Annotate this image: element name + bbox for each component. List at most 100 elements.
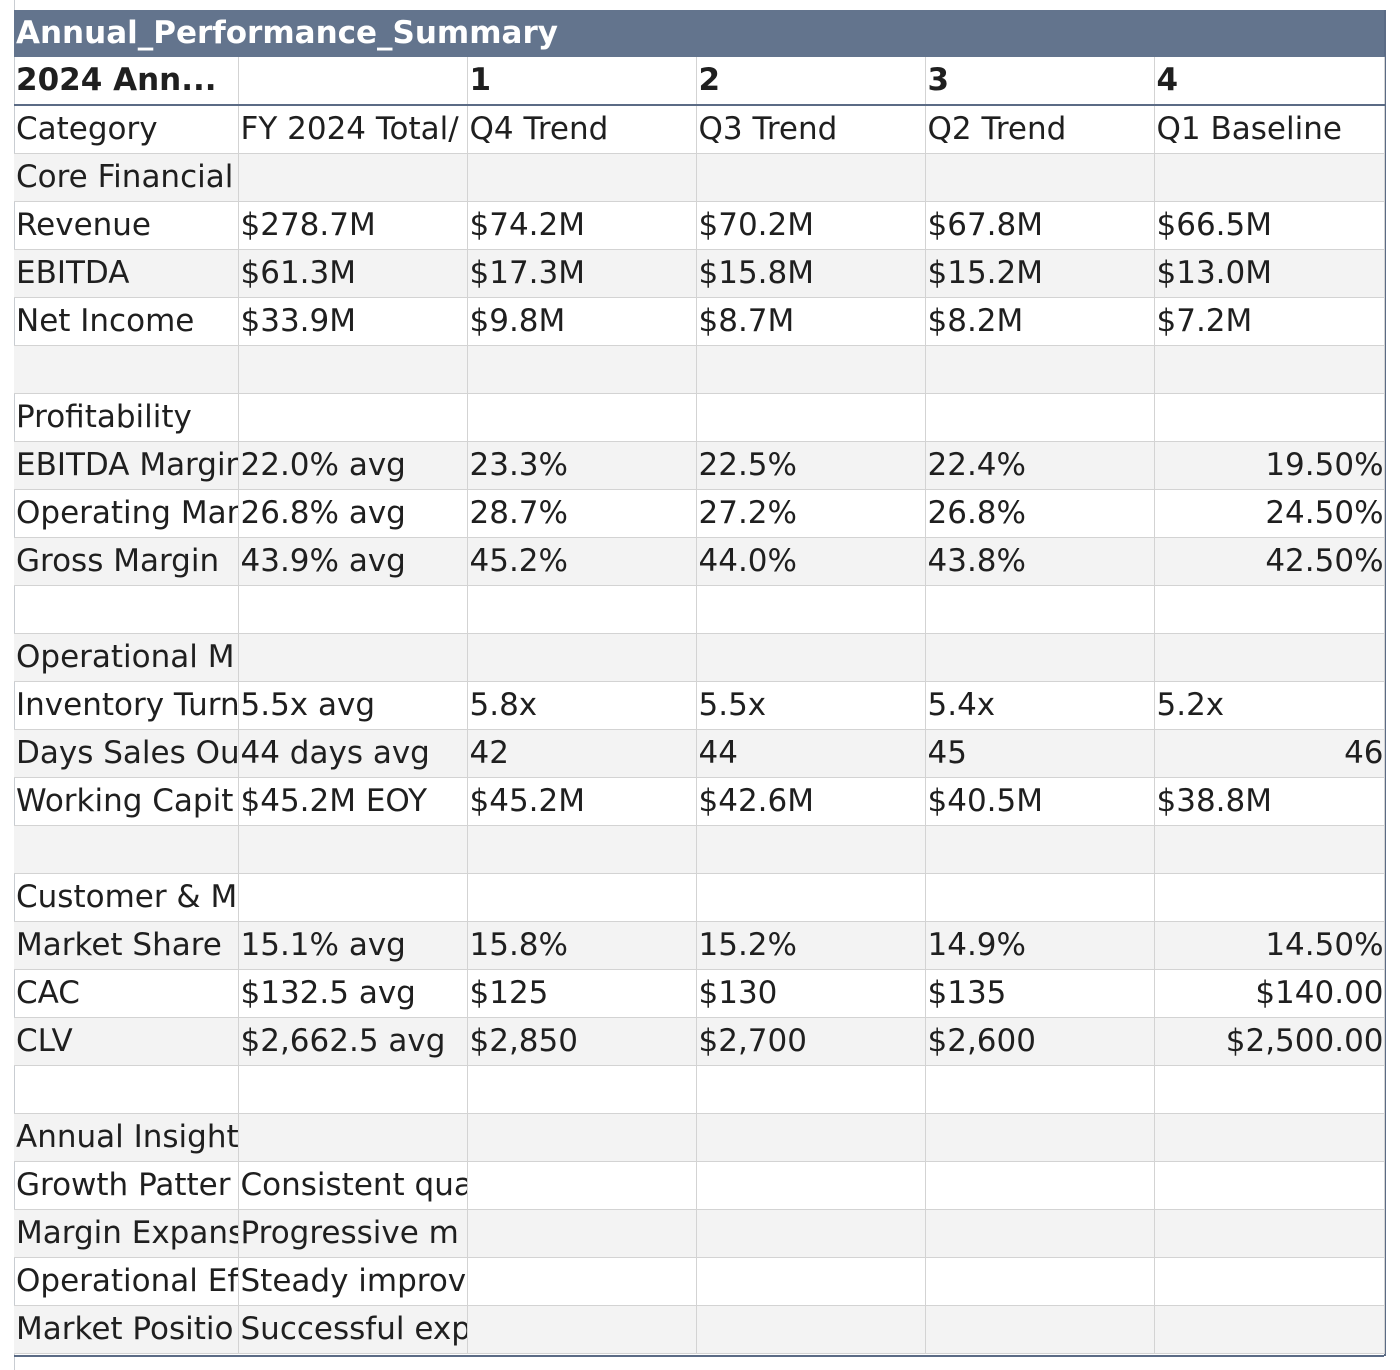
row-label-cell[interactable]: Growth Patter [14,1161,239,1210]
table-cell[interactable]: 23.3% [467,441,697,490]
table-cell[interactable] [696,633,926,682]
table-cell[interactable]: 14.9% [925,921,1155,970]
table-cell[interactable]: $74.2M [467,201,697,250]
table-cell[interactable] [1154,825,1385,874]
table-cell[interactable] [925,1257,1155,1306]
table-cell[interactable]: FY 2024 Total/ [238,105,468,154]
table-cell[interactable]: $70.2M [696,201,926,250]
table-cell[interactable]: $17.3M [467,249,697,298]
table-cell[interactable]: $42.6M [696,777,926,826]
table-cell[interactable] [238,1113,468,1162]
table-cell[interactable] [1154,1305,1385,1354]
header-cell[interactable] [238,56,468,106]
table-cell[interactable] [925,1305,1155,1354]
table-cell[interactable]: $33.9M [238,297,468,346]
table-cell[interactable]: $8.7M [696,297,926,346]
table-cell[interactable]: $2,700 [696,1017,926,1066]
table-cell[interactable] [1154,633,1385,682]
row-label-cell[interactable]: EBITDA [14,249,239,298]
table-cell[interactable]: 19.50% [1154,441,1385,490]
row-label-cell[interactable]: CLV [14,1017,239,1066]
table-cell[interactable]: $40.5M [925,777,1155,826]
table-cell[interactable]: 46 [1154,729,1385,778]
table-cell[interactable] [1154,873,1385,922]
table-cell[interactable] [925,393,1155,442]
row-label-cell[interactable] [14,1065,239,1114]
table-cell[interactable]: 28.7% [467,489,697,538]
table-cell[interactable] [467,633,697,682]
row-label-cell[interactable]: Inventory Turn [14,681,239,730]
row-label-cell[interactable]: Revenue [14,201,239,250]
table-cell[interactable] [467,345,697,394]
table-cell[interactable] [925,873,1155,922]
table-cell[interactable] [696,873,926,922]
table-cell[interactable]: Steady improv [238,1257,468,1306]
table-cell[interactable] [1154,345,1385,394]
table-cell[interactable]: 5.2x [1154,681,1385,730]
table-cell[interactable]: $15.2M [925,249,1155,298]
table-cell[interactable]: 22.4% [925,441,1155,490]
row-label-cell[interactable]: Working Capit [14,777,239,826]
table-cell[interactable]: $66.5M [1154,201,1385,250]
table-cell[interactable] [1154,393,1385,442]
row-label-cell[interactable]: Annual Insight [14,1113,239,1162]
table-cell[interactable]: 5.8x [467,681,697,730]
table-cell[interactable]: 15.2% [696,921,926,970]
table-cell[interactable] [696,1065,926,1114]
table-cell[interactable]: $135 [925,969,1155,1018]
row-label-cell[interactable]: Market Positio [14,1305,239,1354]
table-cell[interactable] [238,585,468,634]
table-cell[interactable] [1154,585,1385,634]
table-cell[interactable]: 44 days avg [238,729,468,778]
table-cell[interactable] [925,633,1155,682]
table-title[interactable]: Annual_Performance_Summary [14,10,1385,57]
table-cell[interactable] [1154,1209,1385,1258]
table-cell[interactable] [925,345,1155,394]
header-cell[interactable]: 3 [925,56,1155,106]
table-cell[interactable] [1154,1257,1385,1306]
table-cell[interactable]: $45.2M EOY [238,777,468,826]
table-cell[interactable]: $15.8M [696,249,926,298]
table-cell[interactable]: 5.5x [696,681,926,730]
table-cell[interactable] [925,1065,1155,1114]
table-cell[interactable]: 43.9% avg [238,537,468,586]
table-cell[interactable]: 27.2% [696,489,926,538]
row-label-cell[interactable]: Profitability [14,393,239,442]
table-cell[interactable] [696,585,926,634]
table-cell[interactable] [238,1065,468,1114]
table-cell[interactable]: Consistent qua [238,1161,468,1210]
row-label-cell[interactable]: Net Income [14,297,239,346]
table-cell[interactable]: $13.0M [1154,249,1385,298]
table-cell[interactable]: $45.2M [467,777,697,826]
row-label-cell[interactable]: Operating Mar [14,489,239,538]
table-cell[interactable]: 15.8% [467,921,697,970]
table-cell[interactable]: $38.8M [1154,777,1385,826]
table-cell[interactable] [238,633,468,682]
table-cell[interactable]: $2,600 [925,1017,1155,1066]
table-cell[interactable]: 44 [696,729,926,778]
table-cell[interactable] [696,825,926,874]
header-cell[interactable]: 4 [1154,56,1385,106]
row-label-cell[interactable]: Category [14,105,239,154]
table-cell[interactable]: Progressive m [238,1209,468,1258]
row-label-cell[interactable]: Operational Ef [14,1257,239,1306]
table-cell[interactable]: 5.4x [925,681,1155,730]
row-label-cell[interactable] [14,585,239,634]
table-cell[interactable]: $2,850 [467,1017,697,1066]
table-cell[interactable]: Q4 Trend [467,105,697,154]
table-cell[interactable]: $2,500.00 [1154,1017,1385,1066]
table-cell[interactable] [467,153,697,202]
table-cell[interactable]: $130 [696,969,926,1018]
table-cell[interactable]: 42 [467,729,697,778]
row-label-cell[interactable]: Margin Expans [14,1209,239,1258]
table-cell[interactable]: $8.2M [925,297,1155,346]
header-cell[interactable]: 2024 Ann... [14,56,239,106]
table-cell[interactable]: $2,662.5 avg [238,1017,468,1066]
table-cell[interactable]: 15.1% avg [238,921,468,970]
row-label-cell[interactable] [14,345,239,394]
table-cell[interactable]: 14.50% [1154,921,1385,970]
table-cell[interactable]: $125 [467,969,697,1018]
row-label-cell[interactable]: Gross Margin [14,537,239,586]
table-cell[interactable]: 45.2% [467,537,697,586]
table-cell[interactable] [1154,1065,1385,1114]
